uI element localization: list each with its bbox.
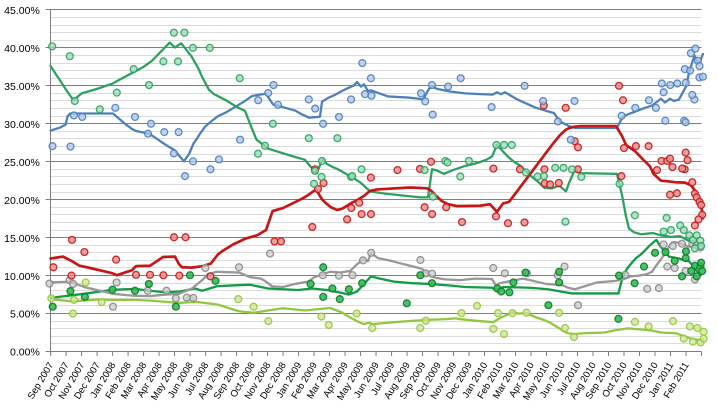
svg-text:10.00%: 10.00% [4,271,40,283]
svg-text:45.00%: 45.00% [4,5,40,17]
svg-text:20.00%: 20.00% [4,195,40,207]
svg-text:0.00%: 0.00% [10,347,40,359]
svg-text:25.00%: 25.00% [4,157,40,169]
svg-text:40.00%: 40.00% [4,43,40,55]
svg-text:15.00%: 15.00% [4,233,40,245]
svg-text:5.00%: 5.00% [10,309,40,321]
svg-text:35.00%: 35.00% [4,81,40,93]
svg-text:30.00%: 30.00% [4,119,40,131]
